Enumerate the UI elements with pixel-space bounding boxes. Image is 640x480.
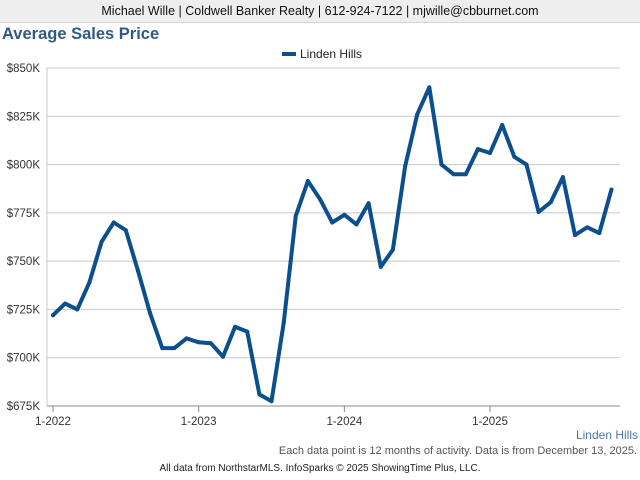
- gridlines: [46, 67, 620, 407]
- contact-text: Michael Wille | Coldwell Banker Realty |…: [101, 4, 539, 18]
- data-point: [293, 213, 298, 218]
- data-point: [378, 264, 383, 269]
- x-tick-label: 1-2024: [326, 416, 362, 428]
- y-tick-label: $800K: [7, 160, 41, 172]
- data-point: [354, 222, 359, 227]
- data-point: [390, 247, 395, 252]
- y-tick-label: $825K: [7, 111, 41, 123]
- data-point: [63, 301, 68, 306]
- y-tick-label: $750K: [7, 256, 41, 268]
- data-point: [500, 122, 505, 127]
- legend-label: Linden Hills: [300, 47, 362, 61]
- data-point: [524, 162, 529, 167]
- data-point: [269, 399, 274, 404]
- x-tick-label: 1-2023: [181, 416, 217, 428]
- x-axis-annotation: Linden Hills: [576, 428, 638, 442]
- data-point: [318, 197, 323, 202]
- data-point: [451, 172, 456, 177]
- data-point: [196, 340, 201, 345]
- y-tick-label: $850K: [7, 63, 41, 75]
- data-point: [281, 320, 286, 325]
- data-point: [403, 164, 408, 169]
- x-tick-label: 1-2022: [35, 416, 71, 428]
- data-point: [597, 231, 602, 236]
- data-point: [488, 150, 493, 155]
- data-point: [512, 154, 517, 159]
- data-point: [99, 239, 104, 244]
- x-tick-label: 1-2025: [472, 416, 508, 428]
- y-tick-label: $775K: [7, 208, 41, 220]
- series-line-linden-hills: [51, 85, 614, 404]
- y-axis-ticks: $675K $700K $725K $750K $775K $800K $825K $850K: [7, 63, 41, 413]
- data-note: Each data point is 12 months of activity…: [278, 445, 637, 457]
- data-point: [184, 336, 189, 341]
- contact-banner: Michael Wille | Coldwell Banker Realty |…: [0, 0, 640, 23]
- data-point: [245, 329, 250, 334]
- data-point: [148, 311, 153, 316]
- data-point: [305, 178, 310, 183]
- data-point: [439, 162, 444, 167]
- y-tick-label: $725K: [7, 304, 41, 316]
- data-point: [330, 220, 335, 225]
- chart-title: Average Sales Price: [2, 25, 160, 43]
- data-point: [560, 175, 565, 180]
- data-point: [366, 201, 371, 206]
- data-point: [233, 324, 238, 329]
- data-point: [609, 187, 614, 192]
- data-point: [536, 209, 541, 214]
- data-point: [415, 112, 420, 117]
- legend: Linden Hills: [282, 47, 362, 61]
- data-point: [51, 313, 55, 318]
- x-axis-ticks: 1-2022 1-2023 1-2024 1-2025: [35, 406, 508, 428]
- data-point: [123, 228, 128, 233]
- data-point: [208, 341, 213, 346]
- data-point: [548, 200, 553, 205]
- data-point: [427, 85, 432, 90]
- data-points: [51, 85, 614, 404]
- data-point: [160, 346, 165, 351]
- data-point: [87, 280, 92, 285]
- data-point: [220, 354, 225, 359]
- data-point: [585, 225, 590, 230]
- data-point: [135, 268, 140, 273]
- data-point: [257, 392, 262, 397]
- data-point: [111, 220, 116, 225]
- data-point: [172, 346, 177, 351]
- y-tick-label: $675K: [7, 401, 41, 413]
- data-point: [463, 172, 468, 177]
- data-point: [342, 212, 347, 217]
- y-tick-label: $700K: [7, 353, 41, 365]
- data-point: [75, 307, 80, 312]
- footer-credit: All data from NorthstarMLS. InfoSparks ©…: [159, 463, 481, 474]
- data-point: [573, 233, 578, 238]
- data-point: [475, 147, 480, 152]
